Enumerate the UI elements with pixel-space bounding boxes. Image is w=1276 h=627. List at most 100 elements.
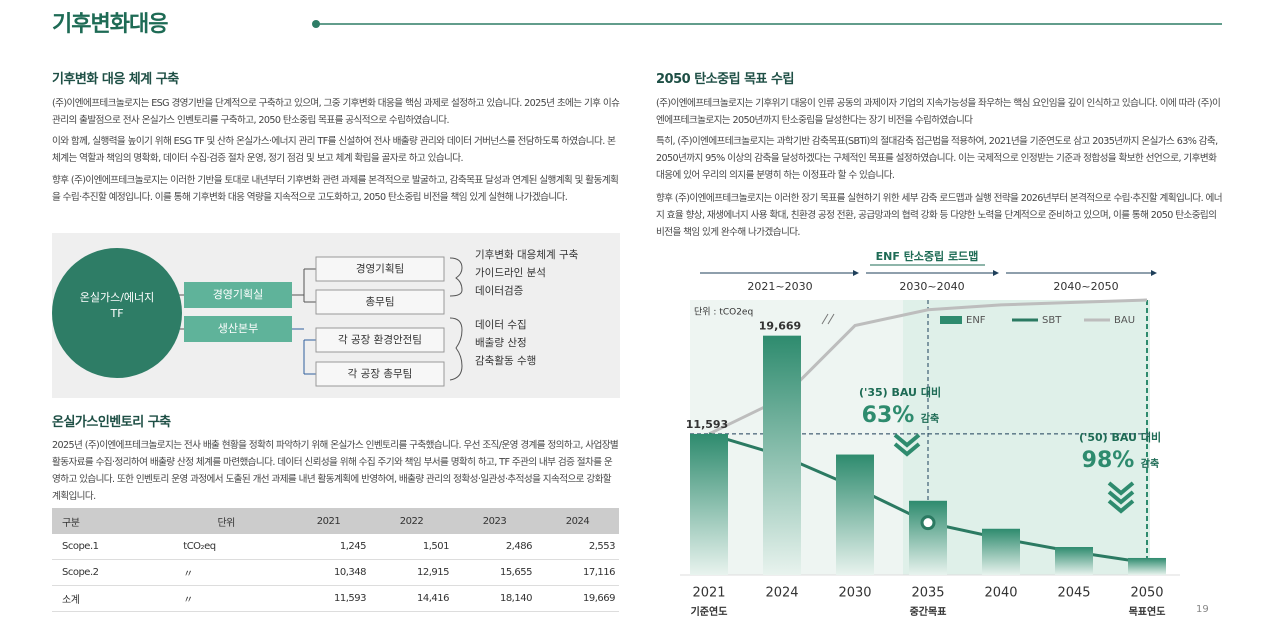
milestone-marker [920,515,936,531]
table-cell: 〃 [165,585,288,612]
table-cell: 18,140 [452,585,536,612]
table-header: 2021 [287,508,371,534]
team-label: 경영기획팀 [356,262,404,275]
team-label: 각 공장 환경안전팀 [338,333,422,346]
annotation-label: ('35) BAU 대비 [859,385,941,399]
annotation-label: ('50) BAU 대비 [1079,430,1161,444]
table-cell: 2,486 [452,534,536,560]
axis-break [821,313,835,325]
team-box [315,327,445,353]
section-title: 기후변화 대응 체계 구축 [52,72,179,87]
paragraph: (주)이엔에프테크놀로지는 ESG 경영기반을 단계적으로 구축하고 있으며, … [52,98,620,126]
team-box [315,361,445,387]
table-cell: 11,593 [287,585,371,612]
table-cell: 소계 [52,585,166,612]
table-row: Scope.1 tCO₂eq 1,245 1,501 2,486 2,553 [52,534,619,560]
table-cell: 14,416 [370,585,453,612]
table-cell: Scope.1 [52,534,166,560]
table-cell: 〃 [165,559,288,586]
annotation-suffix: 감축 [921,412,939,425]
bar [763,335,801,575]
table-cell: 10,348 [287,559,371,586]
paragraph: 특히, (주)이엔에프테크놀로지는 과학기반 감축목표(SBTi)의 절대감축 … [656,136,1218,181]
table-cell: 2,553 [535,534,619,560]
annotation-suffix: 감축 [1141,457,1159,470]
legend-label: ENF [966,315,986,326]
table-cell: 12,915 [370,559,453,586]
x-tick-label: 2050 [1130,586,1163,601]
root-label: 온실가스/에너지 TF [79,291,155,320]
period-label: 2030~2040 [899,280,964,293]
x-tick-label: 2035 [911,586,944,601]
table-cell: Scope.2 [52,559,166,586]
legend-label: SBT [1042,315,1062,326]
table-header: 단위 [165,508,288,534]
legend-label: BAU [1114,315,1135,326]
x-tick-label: 2024 [765,586,798,601]
x-tick-label: 2021 [692,586,725,601]
paragraph: 향후 (주)이엔에프테크놀로지는 이러한 기반을 토대로 내년부터 기후변화 관… [52,175,619,203]
period-label: 2040~2050 [1053,280,1118,293]
table-header: 2022 [370,508,453,534]
value-label: 19,669 [759,320,801,333]
chevrons [893,433,921,457]
department-label: 경영기획실 [213,288,264,301]
bar [1128,557,1166,575]
team-label: 각 공장 총무팀 [348,368,413,380]
table-header: 구분 [52,508,166,534]
task-label: 기후변화 대응체계 구축 [475,249,579,261]
bar [1055,547,1093,575]
header-dot [312,20,320,28]
value-label: 11,593 [686,418,728,431]
table-cell: 1,501 [370,534,453,560]
annotation-value: 63% [862,403,915,428]
x-note: 기준연도 [691,605,728,618]
paragraph: 향후 (주)이엔에프테크놀로지는 이러한 장기 목표를 실현하기 위한 세부 감… [656,193,1223,238]
task-label: 가이드라인 분석 [475,267,546,279]
team-label: 총무팀 [366,296,395,308]
chart-title: ENF 탄소중립 로드맵 [876,249,979,263]
department-label: 생산본부 [218,322,258,335]
bar [982,528,1020,575]
x-tick-label: 2045 [1057,586,1090,601]
x-note: 목표연도 [1129,605,1166,618]
root-node [52,248,182,378]
chevrons [1107,481,1135,514]
bar [836,454,874,575]
paragraph: 2025년 (주)이엔에프테크놀로지는 전사 배출 현황을 정확히 파악하기 위… [52,440,619,502]
task-label: 데이터검증 [475,285,524,297]
page-number: 19 [1196,604,1209,615]
table-header: 2023 [452,508,536,534]
paragraph: (주)이엔에프테크놀로지는 기후위기 대응이 인류 공동의 과제이자 기업의 지… [656,98,1221,126]
table-cell: tCO₂eq [165,534,288,560]
table-header: 2024 [535,508,619,534]
inventory-table: 구분 단위 2021 2022 2023 2024 Scope.1 tCO₂eq 1,245 1,… [52,508,619,612]
bar [690,433,728,575]
section-title: 온실가스인벤토리 구축 [52,415,171,430]
paragraph: 이와 함께, 실행력을 높이기 위해 ESG TF 및 산하 온실가스·에너지 … [52,136,616,164]
x-tick-label: 2040 [984,586,1017,601]
bar [909,500,947,575]
period-label: 2021~2030 [747,280,812,293]
team-box [315,256,445,282]
team-box [315,289,445,315]
table-cell: 19,669 [535,585,619,612]
task-label: 데이터 수집 [475,319,527,331]
table-cell: 1,245 [287,534,371,560]
department-box [184,282,292,308]
annotation-value: 98% [1082,448,1135,473]
legend-swatch [940,316,962,324]
table-row: 소계 〃 11,593 14,416 18,140 19,669 [52,585,619,612]
department-box [184,316,292,342]
table-row: Scope.2 〃 10,348 12,915 15,655 17,116 [52,559,619,586]
task-label: 배출량 산정 [475,337,527,349]
task-label: 감축활동 수행 [475,354,536,367]
x-note: 중간목표 [910,605,947,618]
section-title: 2050 탄소중립 목표 수립 [656,72,794,87]
table-cell: 17,116 [535,559,619,586]
root-label-box: 온실가스/에너지 TF [79,291,155,320]
page-title: 기후변화대응 [52,12,168,37]
unit-label: 단위 : tCO2eq [694,307,753,318]
